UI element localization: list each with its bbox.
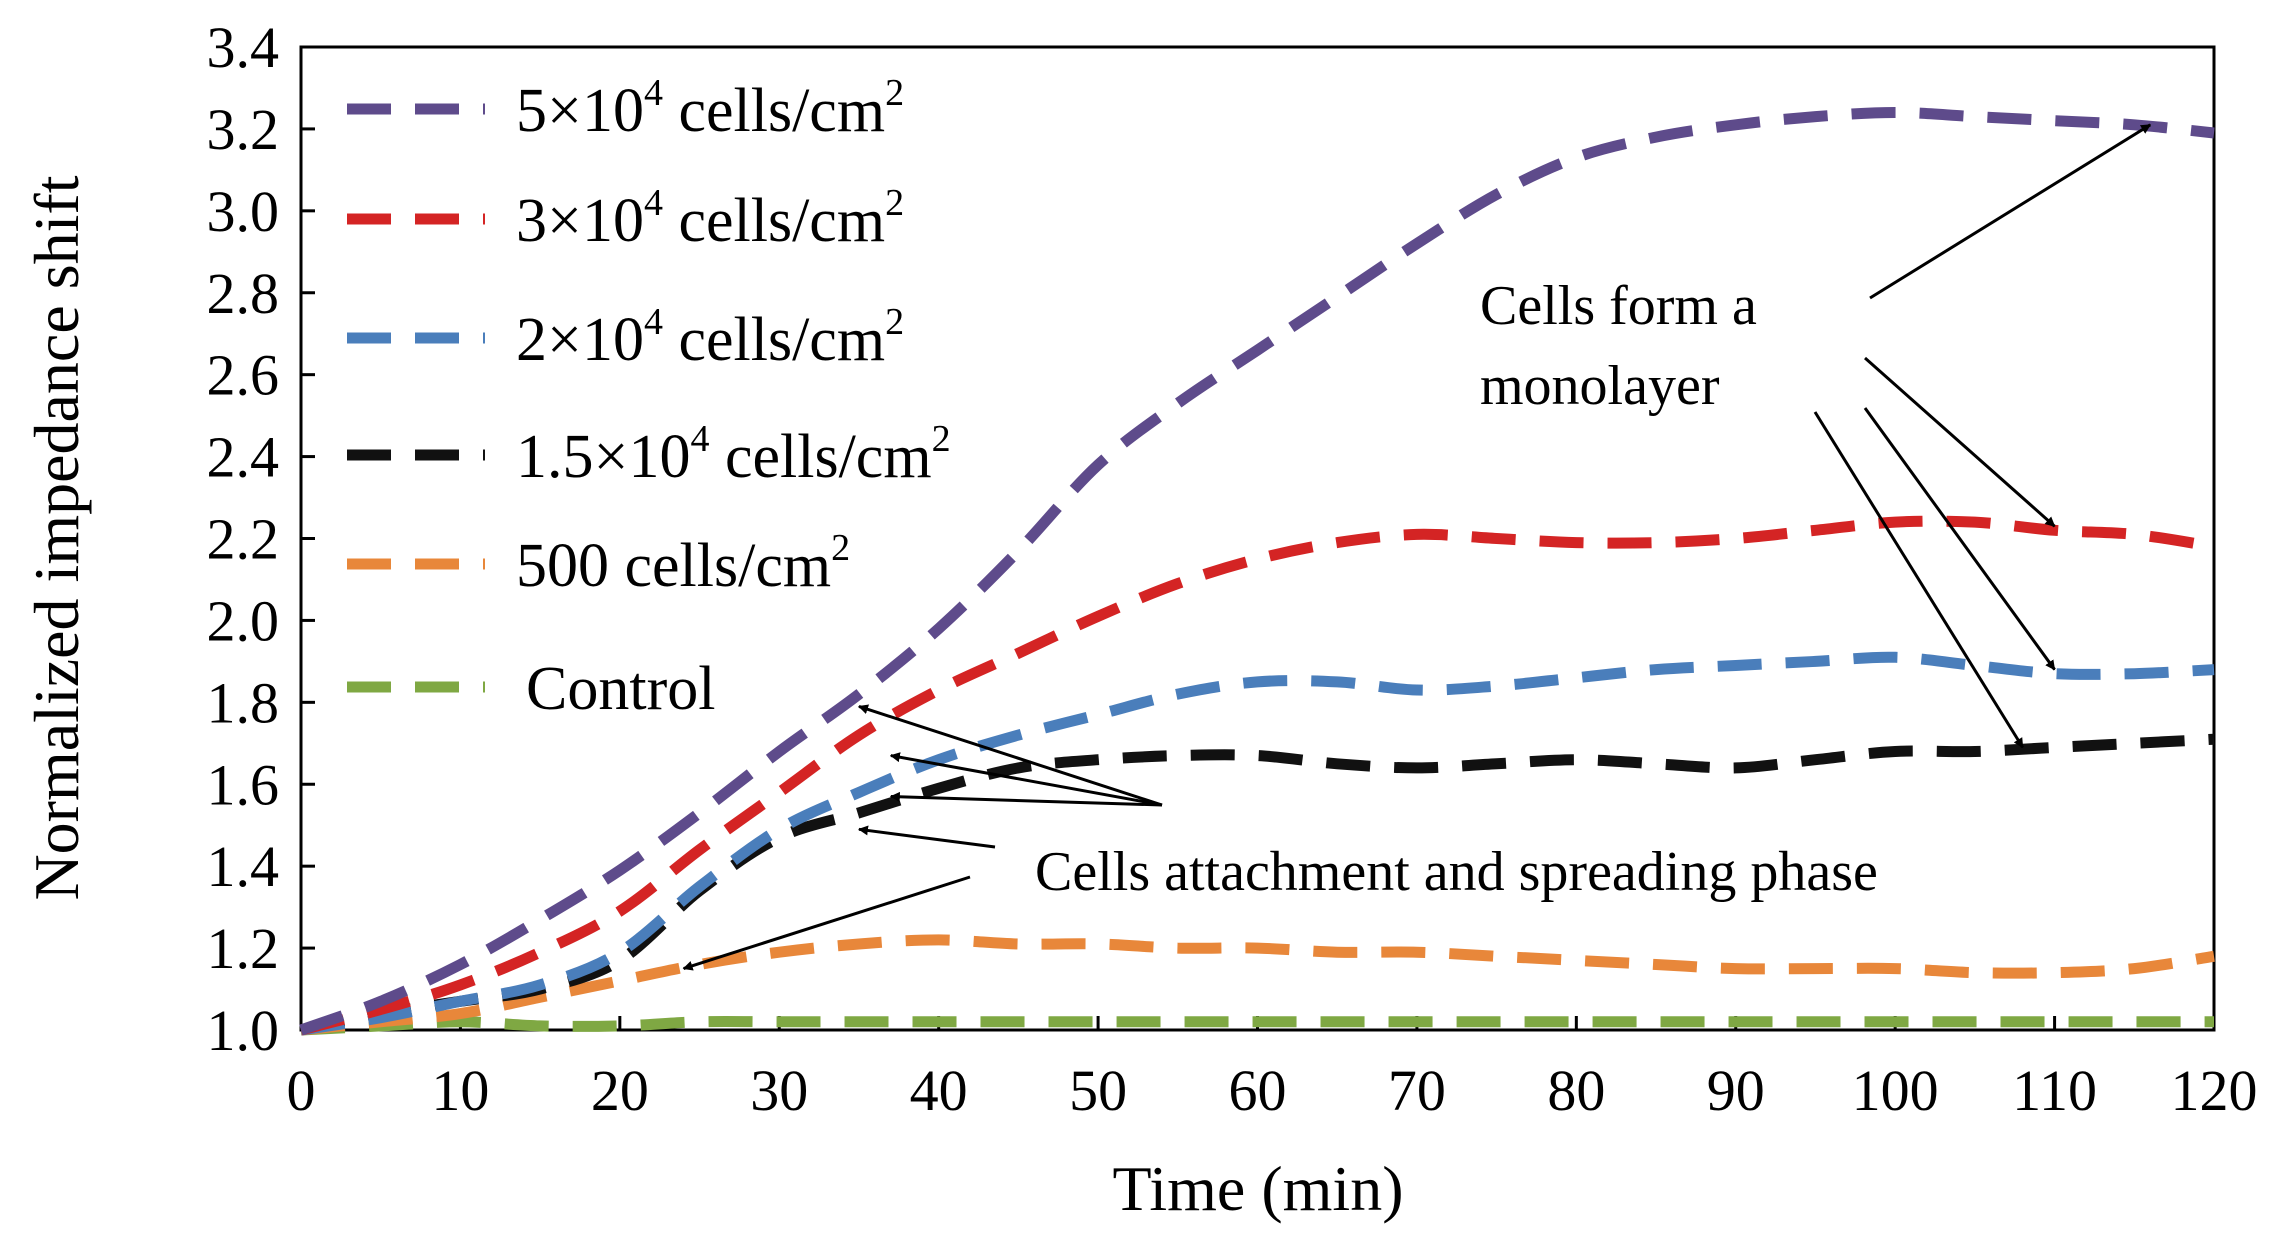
x-tick-label: 120 (2171, 1058, 2258, 1123)
x-axis: 0 10 20 30 40 50 60 70 80 90 100 110 120 (287, 1016, 2258, 1123)
x-tick-label: 40 (910, 1058, 968, 1123)
y-tick-label: 2.0 (207, 588, 280, 653)
x-tick-label: 10 (431, 1058, 489, 1123)
monolayer-arrow-2 (1863, 407, 2056, 671)
y-tick-label: 2.4 (207, 425, 280, 490)
y-tick-label: 3.4 (207, 15, 280, 80)
legend-label-3: 1.5×104 cells/cm2 (516, 418, 951, 491)
legend-label-4: 500 cells/cm2 (516, 527, 850, 600)
attachment-arrow-2 (889, 791, 1163, 807)
monolayer-label-line-1: monolayer (1480, 355, 1720, 417)
x-axis-title: Time (min) (1113, 1153, 1404, 1224)
x-tick-label: 90 (1707, 1058, 1765, 1123)
monolayer-arrow-0 (1869, 123, 2152, 300)
series-line-0 (299, 106, 2215, 1036)
y-tick-label: 3.2 (207, 97, 280, 162)
legend-label-1: 3×104 cells/cm2 (516, 182, 904, 255)
attachment-arrow-1 (889, 752, 1163, 807)
series-line-4 (300, 934, 2215, 1036)
legend: 5×104 cells/cm2 3×104 cells/cm2 2×104 cell… (347, 72, 951, 723)
y-tick-label: 2.2 (207, 507, 280, 572)
x-tick-label: 70 (1388, 1058, 1446, 1123)
attachment-arrow-0 (858, 704, 1163, 807)
attachment-arrow-3 (857, 825, 996, 849)
y-axis-title: Normalized impedance shift (21, 175, 92, 900)
x-tick-label: 100 (1852, 1058, 1939, 1123)
y-tick-label: 3.0 (207, 179, 280, 244)
monolayer-arrow-3 (1813, 411, 2024, 749)
y-tick-label: 1.6 (207, 752, 280, 817)
attachment-arrow-4 (682, 875, 971, 971)
x-tick-label: 20 (591, 1058, 649, 1123)
y-tick-label: 1.4 (207, 834, 280, 899)
legend-label-5: Control (526, 655, 715, 723)
y-tick-label: 1.0 (207, 998, 280, 1063)
y-tick-label: 1.8 (207, 670, 280, 735)
series-line-5 (300, 1015, 2214, 1036)
y-tick-label: 2.6 (207, 343, 280, 408)
x-tick-label: 110 (2012, 1058, 2097, 1123)
x-tick-label: 30 (750, 1058, 808, 1123)
y-tick-label: 2.8 (207, 261, 280, 326)
series-line-2 (300, 651, 2215, 1036)
x-tick-label: 80 (1547, 1058, 1605, 1123)
annotations: Cells form a monolayer Cells attachment an… (682, 123, 2152, 971)
x-tick-label: 60 (1229, 1058, 1287, 1123)
y-axis: 1.0 1.2 1.4 1.6 1.8 2.0 2.2 2.4 2.6 2.8 3.0 3.2 3.4 (207, 15, 315, 1063)
y-tick-label: 1.2 (207, 916, 280, 981)
legend-label-0: 5×104 cells/cm2 (516, 72, 904, 145)
monolayer-arrow-1 (1864, 356, 2056, 528)
legend-label-2: 2×104 cells/cm2 (516, 301, 904, 374)
monolayer-label-line-0: Cells form a (1480, 275, 1757, 337)
series-line-3 (299, 733, 2215, 1036)
attachment-label: Cells attachment and spreading phase (1035, 841, 1878, 903)
x-tick-label: 50 (1069, 1058, 1127, 1123)
x-tick-label: 0 (287, 1058, 316, 1123)
